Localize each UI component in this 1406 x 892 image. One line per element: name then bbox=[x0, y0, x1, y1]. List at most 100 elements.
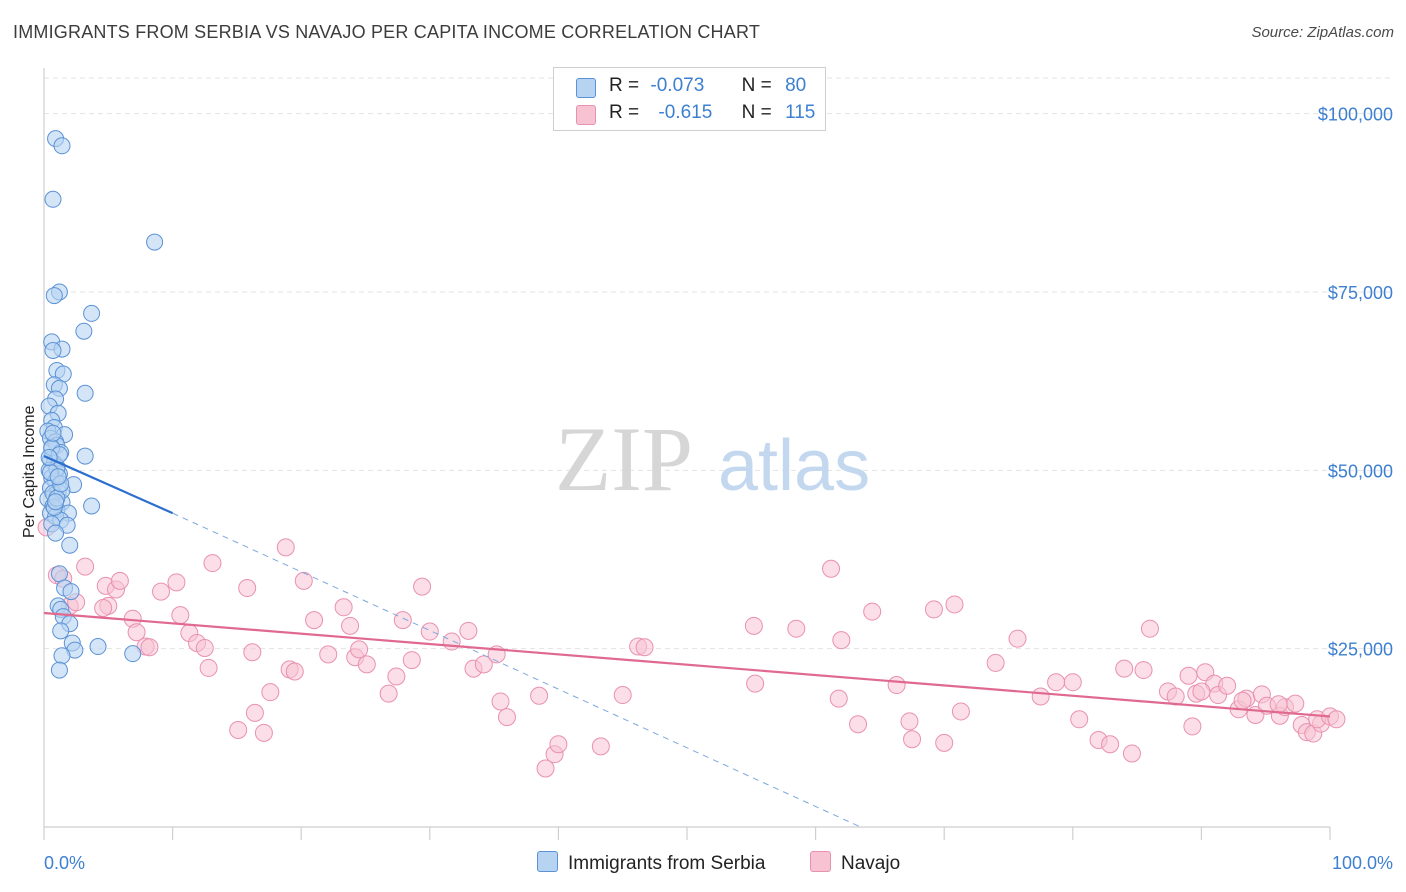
navajo-point bbox=[549, 735, 568, 754]
y-tick-labels: $25,000 $50,000 $75,000 $100,000 bbox=[1318, 105, 1393, 660]
navajo-point bbox=[924, 600, 943, 619]
navajo-point bbox=[305, 611, 324, 630]
navajo-point bbox=[1134, 661, 1153, 680]
serbia-point bbox=[83, 497, 101, 515]
serbia-point bbox=[47, 524, 65, 542]
serbia-point bbox=[53, 647, 71, 665]
bottom-legend-serbia: Immigrants from Serbia bbox=[537, 851, 765, 875]
watermark-atlas: atlas bbox=[718, 426, 870, 506]
navajo-point bbox=[530, 686, 549, 705]
serbia-point bbox=[44, 190, 62, 208]
legend-r-value-serbia: -0.073 bbox=[650, 75, 705, 96]
serbia-point bbox=[47, 493, 65, 511]
navajo-point bbox=[110, 571, 129, 590]
x-tick-labels: 0.0% 100.0% bbox=[44, 853, 1393, 873]
navajo-point bbox=[94, 599, 113, 618]
navajo-point bbox=[195, 638, 214, 657]
serbia-swatch-icon bbox=[576, 78, 596, 98]
navajo-point bbox=[127, 623, 146, 642]
navajo-point bbox=[591, 737, 610, 756]
navajo-point bbox=[1233, 691, 1252, 710]
source-credit: Source: ZipAtlas.com bbox=[1251, 24, 1394, 41]
navajo-point bbox=[635, 638, 654, 657]
serbia-point bbox=[89, 638, 107, 656]
navajo-point bbox=[491, 692, 510, 711]
serbia-points bbox=[39, 130, 164, 679]
serbia-point bbox=[49, 468, 67, 486]
navajo-point bbox=[1218, 676, 1237, 695]
bottom-legend-navajo: Navajo bbox=[810, 851, 900, 875]
navajo-point bbox=[140, 638, 159, 657]
navajo-point bbox=[152, 582, 171, 601]
navajo-point bbox=[341, 616, 360, 635]
navajo-point bbox=[334, 598, 353, 617]
navajo-point bbox=[76, 557, 95, 576]
navajo-point bbox=[229, 720, 248, 739]
navajo-point bbox=[402, 651, 421, 670]
watermark: ZIP atlas bbox=[555, 408, 870, 510]
navajo-point bbox=[357, 655, 376, 674]
navajo-point bbox=[829, 689, 848, 708]
navajo-point bbox=[459, 621, 478, 640]
serbia-trend-line bbox=[43, 455, 174, 515]
navajo-point bbox=[1140, 619, 1159, 638]
navajo-point bbox=[1327, 710, 1346, 729]
serbia-point bbox=[76, 447, 94, 465]
legend-n-label: N = bbox=[741, 75, 772, 96]
serbia-point bbox=[52, 622, 70, 640]
navajo-point bbox=[1192, 682, 1211, 701]
navajo-point bbox=[1122, 744, 1141, 763]
navajo-point bbox=[420, 622, 439, 641]
navajo-point bbox=[254, 723, 273, 742]
legend-n-label: N = bbox=[741, 102, 772, 123]
navajo-point bbox=[261, 683, 280, 702]
x-tick-label: 100.0% bbox=[1332, 853, 1393, 873]
navajo-point bbox=[442, 632, 461, 651]
navajo-point bbox=[319, 645, 338, 664]
legend-r-label: R = bbox=[609, 102, 640, 123]
navajo-point bbox=[413, 577, 432, 596]
serbia-point bbox=[61, 536, 79, 554]
navajo-legend-icon bbox=[810, 851, 831, 872]
serbia-point bbox=[44, 341, 62, 359]
serbia-legend-icon bbox=[537, 851, 558, 872]
navajo-point bbox=[903, 730, 922, 749]
navajo-point bbox=[832, 631, 851, 650]
navajo-point bbox=[746, 674, 765, 693]
y-tick-label: $75,000 bbox=[1328, 283, 1393, 303]
navajo-point bbox=[238, 579, 257, 598]
navajo-point bbox=[393, 611, 412, 630]
navajo-point bbox=[1166, 687, 1185, 706]
serbia-point bbox=[50, 565, 68, 583]
navajo-point bbox=[1063, 673, 1082, 692]
navajo-point bbox=[276, 538, 295, 557]
navajo-point bbox=[849, 715, 868, 734]
legend-r-label: R = bbox=[609, 75, 640, 96]
navajo-point bbox=[900, 712, 919, 731]
navajo-point bbox=[863, 602, 882, 621]
chart-title: IMMIGRANTS FROM SERBIA VS NAVAJO PER CAP… bbox=[13, 22, 761, 42]
navajo-point bbox=[822, 559, 841, 578]
watermark-zip: ZIP bbox=[555, 408, 693, 510]
navajo-point bbox=[935, 733, 954, 752]
navajo-point bbox=[379, 684, 398, 703]
navajo-swatch-icon bbox=[576, 105, 596, 125]
navajo-point bbox=[199, 658, 218, 677]
navajo-point bbox=[986, 653, 1005, 672]
correlation-legend: R = -0.073 N = 80 R = -0.615 N = 115 bbox=[553, 67, 826, 131]
navajo-point bbox=[1008, 629, 1027, 648]
navajo-point bbox=[294, 571, 313, 590]
y-tick-label: $50,000 bbox=[1328, 461, 1393, 481]
navajo-point bbox=[167, 573, 186, 592]
navajo-point bbox=[744, 616, 763, 635]
navajo-point bbox=[1047, 673, 1066, 692]
navajo-point bbox=[945, 595, 964, 614]
navajo-point bbox=[1101, 735, 1120, 754]
navajo-point bbox=[350, 640, 369, 659]
legend-n-value-serbia: 80 bbox=[785, 75, 807, 96]
navajo-points bbox=[37, 518, 1346, 778]
bottom-legend-label-navajo: Navajo bbox=[841, 853, 901, 874]
serbia-trend-extension bbox=[172, 512, 861, 828]
bottom-legend-label-serbia: Immigrants from Serbia bbox=[568, 853, 766, 874]
